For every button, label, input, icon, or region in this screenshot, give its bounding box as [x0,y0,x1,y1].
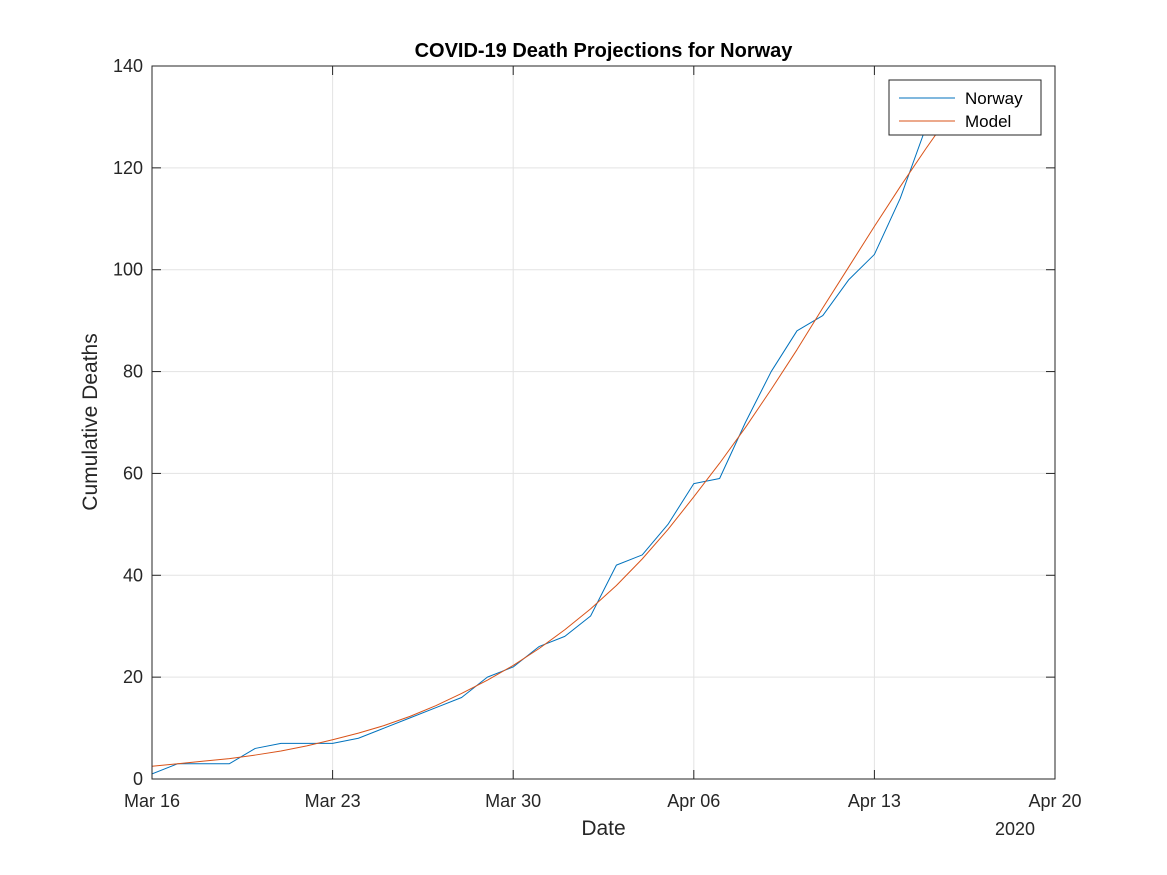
axis-ticks: Mar 16 Mar 23 Mar 30 Apr 06 Apr 13 Apr 20 0 20 4… [113,56,1082,811]
y-axis-label: Cumulative Deaths [79,333,102,510]
x-tick-label: Mar 30 [485,791,541,811]
y-tick-label: 20 [123,667,143,687]
legend-label-model: Model [965,112,1011,131]
plot-area [152,66,1055,779]
x-tick-label: Apr 20 [1028,791,1081,811]
legend-box [888,79,1042,136]
series-lines [152,96,953,775]
x-tick-label: Apr 13 [848,791,901,811]
y-tick-label: 80 [123,362,143,382]
series-line-norway [152,96,953,775]
y-tick-label: 100 [113,260,143,280]
x-axis-year-label: 2020 [995,819,1035,839]
x-tick-label: Mar 16 [124,791,180,811]
y-tick-label: 120 [113,158,143,178]
x-axis-label: Date [581,817,625,840]
legend-label-norway: Norway [965,89,1023,108]
grid-lines [152,66,1055,779]
chart-title: COVID-19 Death Projections for Norway [415,40,794,62]
x-tick-label: Mar 23 [305,791,361,811]
y-tick-label: 40 [123,565,143,585]
y-tick-label: 140 [113,56,143,76]
legend: Norway Model [888,79,1042,136]
y-tick-label: 0 [133,769,143,789]
x-tick-label: Apr 06 [667,791,720,811]
series-line-model [152,111,953,767]
plot-frame [151,65,1056,780]
y-tick-label: 60 [123,463,143,483]
